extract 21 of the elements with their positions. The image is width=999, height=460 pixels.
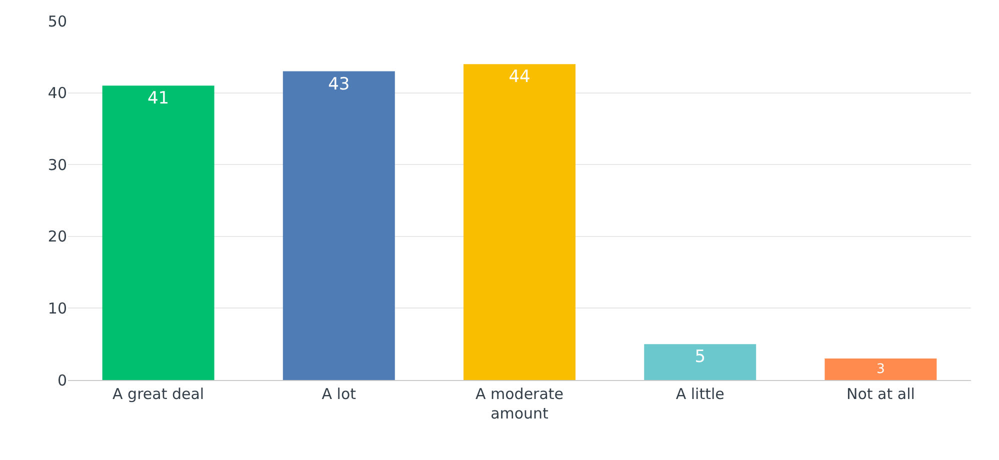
bar	[824, 358, 937, 380]
bar	[102, 86, 214, 380]
y-tick-label: 20	[48, 228, 67, 246]
y-tick-label: 50	[48, 12, 67, 30]
y-tick-label: 0	[57, 371, 67, 390]
x-tick-label: A great deal	[112, 385, 204, 403]
y-tick-label: 10	[48, 299, 67, 318]
x-tick-label: Not at all	[846, 385, 915, 403]
bar	[644, 344, 756, 380]
data-label: 41	[147, 88, 170, 109]
x-tick-label: A little	[676, 385, 724, 403]
x-tick-label: A moderate amount	[475, 385, 564, 422]
bar	[464, 64, 576, 380]
data-label: 5	[694, 347, 706, 368]
x-tick-label: A lot	[322, 385, 356, 403]
y-tick-label: 40	[48, 84, 67, 102]
data-label: 43	[328, 74, 350, 94]
data-label: 3	[876, 362, 885, 378]
y-tick-label: 30	[48, 156, 67, 174]
data-label: 44	[508, 67, 530, 88]
bar	[282, 71, 395, 380]
